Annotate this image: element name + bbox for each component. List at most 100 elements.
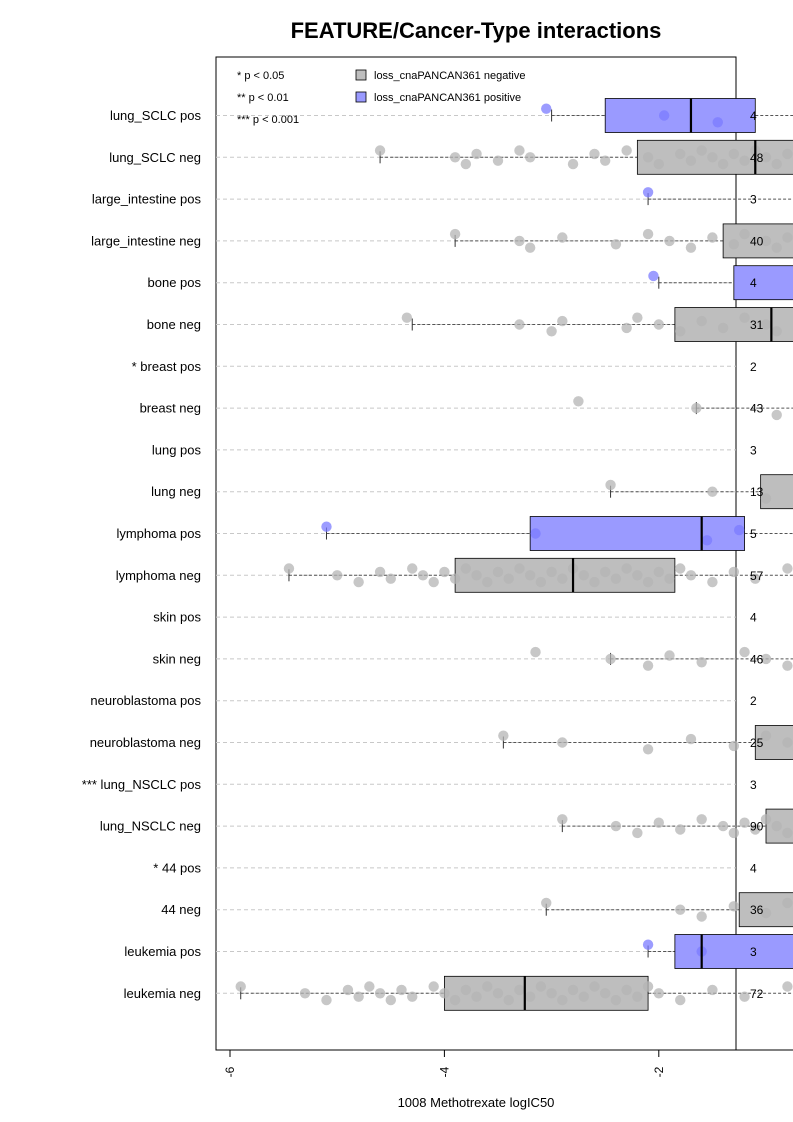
group-20-box	[674, 934, 793, 969]
group-5-point	[760, 319, 772, 330]
group-21-point	[642, 981, 654, 992]
group-1-label: lung_SCLC neg	[109, 150, 201, 165]
group-1-point	[600, 155, 611, 166]
group-17-point	[696, 814, 707, 825]
group-1-point	[728, 148, 740, 160]
group-21-point	[589, 981, 600, 992]
group-3-label: large_intestine neg	[91, 233, 201, 248]
group-11-point	[283, 563, 295, 574]
group-6-count: 2	[750, 360, 757, 374]
group-1-count: 48	[750, 151, 764, 165]
group-21-point	[407, 991, 418, 1002]
group-0-box	[604, 98, 756, 133]
group-17-label: lung_NSCLC neg	[100, 819, 201, 834]
group-1-point	[471, 148, 482, 160]
group-10-point	[734, 524, 745, 536]
group-3-point	[685, 242, 697, 253]
group-21-point	[396, 984, 407, 996]
group-19-point	[696, 911, 707, 922]
group-9-point	[605, 479, 616, 491]
group-21-label: leukemia neg	[124, 986, 201, 1001]
group-21-point	[514, 984, 525, 996]
group-11-point	[782, 563, 793, 574]
group-15-point	[728, 740, 740, 752]
legend-sig-3: *** p < 0.001	[237, 114, 299, 126]
group-11-point	[514, 563, 525, 574]
group-21-point	[374, 988, 386, 999]
group-8-count: 3	[750, 443, 757, 457]
group-7-label: breast neg	[140, 401, 201, 416]
group-11-point	[589, 576, 600, 588]
group-19-point	[760, 907, 772, 919]
group-12-label: skin pos	[153, 610, 201, 625]
group-19-point	[728, 901, 740, 912]
group-13-point	[782, 660, 793, 671]
group-13-point	[664, 650, 675, 661]
group-17-point	[771, 820, 782, 832]
group-12-count: 4	[750, 611, 757, 625]
group-4-point	[648, 270, 659, 282]
group-11-point	[642, 576, 654, 588]
group-1-point	[782, 148, 793, 160]
x-tick-label: -4	[437, 1066, 451, 1077]
group-15-point	[642, 744, 654, 755]
group-11-point	[460, 563, 472, 574]
group-13-point	[605, 653, 616, 665]
group-3-point	[782, 232, 793, 243]
group-5-point	[401, 312, 413, 323]
group-4-box	[733, 265, 793, 301]
group-1-point	[514, 145, 525, 156]
x-axis-title: 1008 Methotrexate logIC50	[398, 1095, 555, 1110]
group-5-point	[675, 326, 686, 337]
group-10-point	[530, 528, 541, 539]
gridlines	[216, 115, 736, 994]
group-17-point	[750, 824, 761, 835]
group-5-point	[771, 326, 782, 337]
legend-sig-1: * p < 0.05	[237, 70, 284, 82]
group-11-point	[353, 576, 364, 588]
group-1-point	[717, 158, 729, 170]
group-8-label: lung pos	[152, 442, 202, 457]
group-17-point	[557, 814, 568, 825]
group-17-point	[610, 820, 622, 832]
group-9-count: 13	[750, 485, 764, 499]
group-21-point	[449, 994, 461, 1006]
group-11-point	[707, 576, 718, 588]
group-13-point	[530, 646, 541, 658]
group-11-point	[503, 573, 514, 584]
group-17-point	[739, 817, 750, 828]
group-1-point	[567, 158, 579, 170]
group-21-point	[632, 991, 643, 1002]
group-21-point	[321, 994, 332, 1006]
group-5-count: 31	[750, 318, 764, 332]
group-1-point	[707, 152, 718, 163]
group-3-point	[739, 228, 750, 240]
group-11-point	[664, 573, 675, 584]
category-labels: lung_SCLC pos lung_SCLC neg large_intestin…	[82, 108, 202, 1001]
group-11-point	[610, 573, 622, 584]
group-11-point	[374, 566, 386, 578]
group-11-point	[546, 566, 557, 578]
group-19-count: 36	[750, 903, 764, 917]
group-7-point	[691, 402, 702, 414]
group-10-point	[321, 521, 332, 532]
group-21-point	[600, 988, 611, 999]
group-11-point	[428, 576, 439, 588]
group-13-point	[696, 657, 707, 668]
group-17-point	[782, 827, 793, 839]
group-21-point	[428, 981, 439, 992]
group-11-point	[471, 570, 482, 581]
group-4-count: 4	[750, 276, 757, 290]
group-5-box	[674, 307, 793, 342]
group-11-point	[653, 566, 664, 578]
group-10-point	[701, 535, 713, 546]
group-11-point	[417, 570, 429, 581]
group-10-box	[529, 516, 745, 551]
group-11-point	[685, 570, 697, 581]
group-18-label: * 44 pos	[153, 860, 201, 875]
group-2-point	[642, 187, 654, 198]
group-21-point	[353, 991, 364, 1002]
group-9-point	[760, 493, 772, 504]
group-5-point	[653, 319, 664, 330]
